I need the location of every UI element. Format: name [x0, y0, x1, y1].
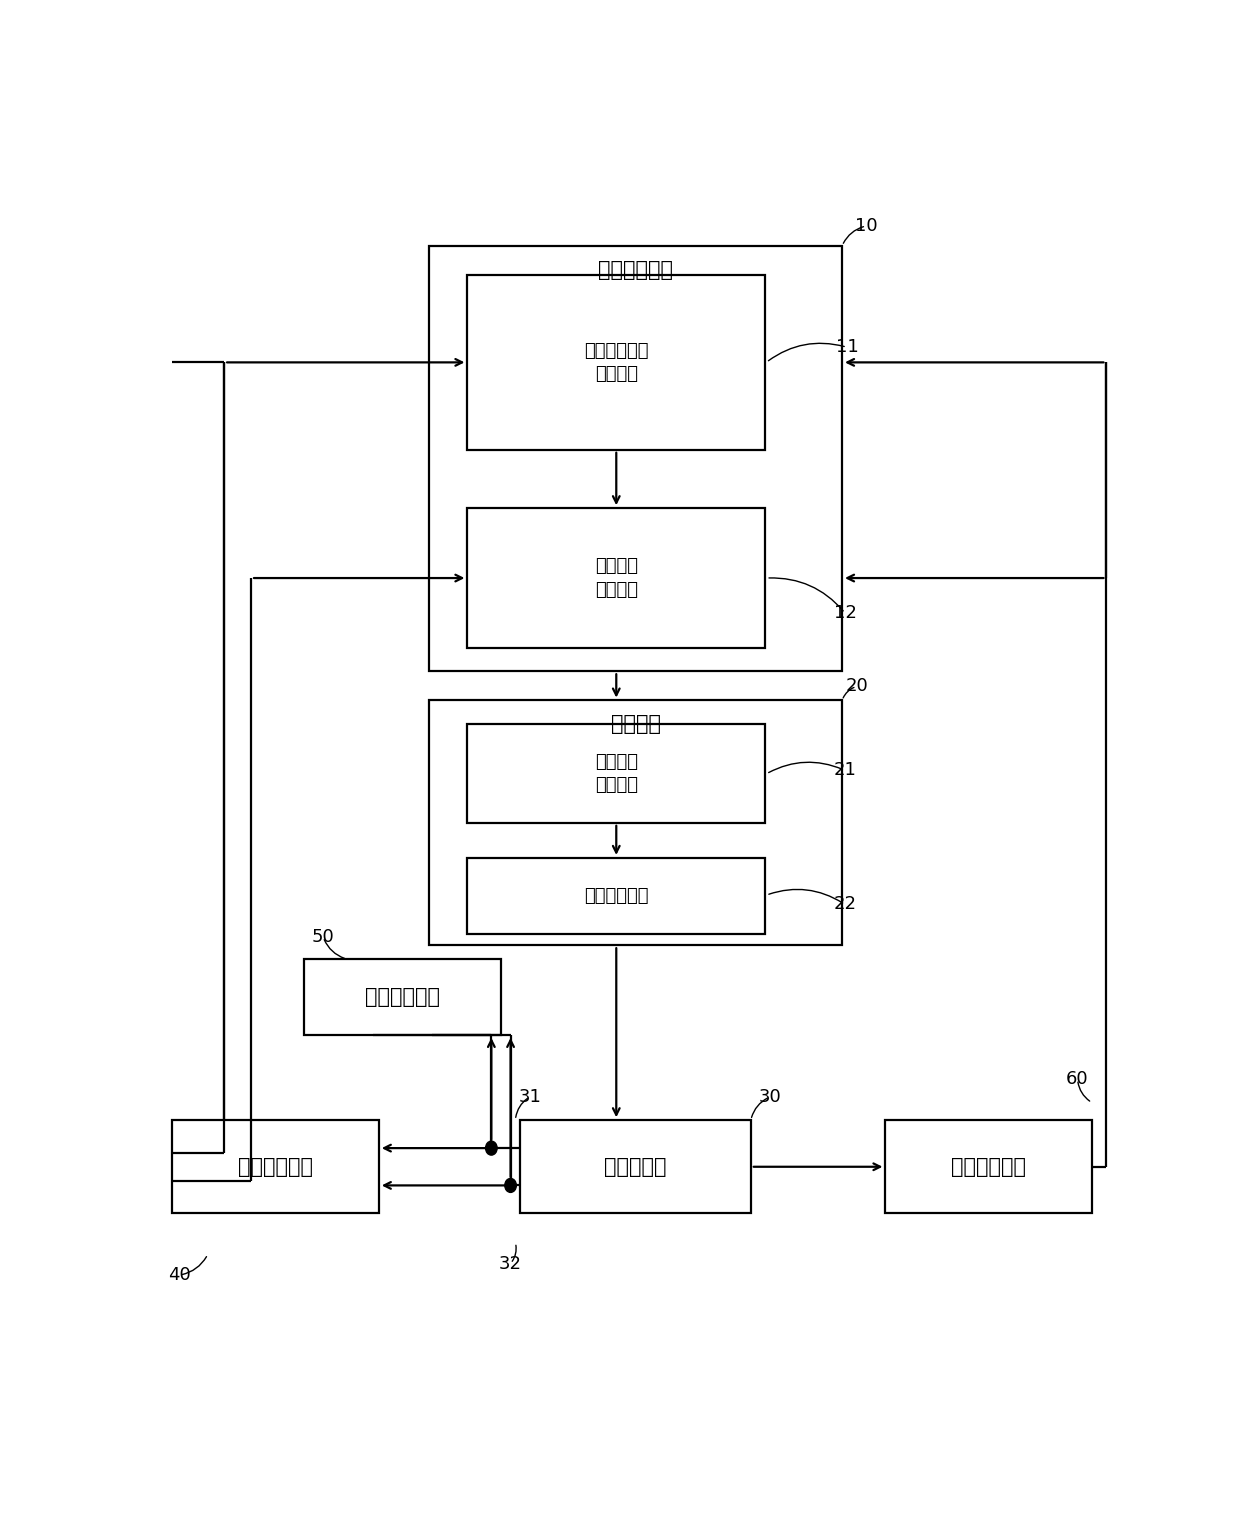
Text: 中央控制模块: 中央控制模块	[598, 260, 673, 280]
Text: 40: 40	[167, 1266, 191, 1284]
Bar	[429, 245, 842, 671]
Text: 20: 20	[846, 677, 868, 695]
Text: 信号放大单元: 信号放大单元	[584, 887, 649, 905]
Bar	[521, 1120, 751, 1213]
Text: 功率计算单元: 功率计算单元	[365, 987, 440, 1007]
Bar	[467, 724, 765, 824]
Bar	[467, 858, 765, 934]
Text: 11: 11	[836, 338, 858, 356]
Text: 锁相回路频率
控制单元: 锁相回路频率 控制单元	[584, 342, 649, 383]
Text: 32: 32	[498, 1255, 522, 1273]
Text: 温度感测模块: 温度感测模块	[951, 1157, 1027, 1176]
Text: 50: 50	[311, 928, 335, 946]
Circle shape	[505, 1178, 516, 1193]
Text: 10: 10	[854, 217, 878, 235]
Text: 脉波宽度
调变单元: 脉波宽度 调变单元	[595, 557, 637, 600]
Text: 12: 12	[833, 604, 857, 622]
Text: 21: 21	[833, 762, 857, 780]
Text: 22: 22	[833, 895, 857, 913]
Bar	[467, 276, 765, 450]
Text: 数字模拟
转换单元: 数字模拟 转换单元	[595, 752, 637, 795]
Circle shape	[486, 1142, 497, 1155]
Bar	[172, 1120, 379, 1213]
Bar	[304, 960, 501, 1036]
Text: 60: 60	[1066, 1070, 1089, 1089]
Text: 相位比较模块: 相位比较模块	[238, 1157, 314, 1176]
Text: 驱动模块: 驱动模块	[610, 715, 661, 734]
Text: 31: 31	[518, 1089, 541, 1105]
Bar	[429, 701, 842, 945]
Bar	[467, 509, 765, 648]
Text: 30: 30	[759, 1089, 781, 1105]
Text: 超音波喷头: 超音波喷头	[604, 1157, 667, 1176]
Bar	[885, 1120, 1092, 1213]
